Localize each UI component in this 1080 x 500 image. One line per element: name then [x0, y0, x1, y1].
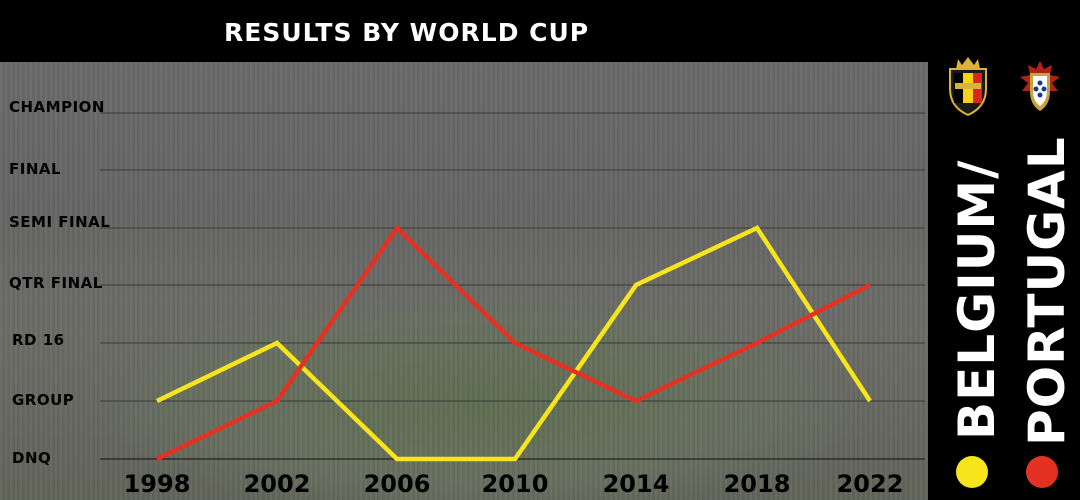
- x-tick-label: 2002: [244, 470, 311, 498]
- belgium-crest-icon: [944, 55, 992, 121]
- stadium-background: [0, 62, 928, 500]
- x-tick-label: 2010: [482, 470, 549, 498]
- y-tick-label: CHAMPION: [9, 98, 105, 116]
- belgium-legend-label: BELGIUM/: [948, 159, 1006, 440]
- portugal-legend-label: PORTUGAL: [1018, 136, 1076, 446]
- legend-panel: [928, 62, 1080, 500]
- belgium-legend-dot: [956, 456, 988, 488]
- y-tick-label: QTR FINAL: [9, 274, 103, 292]
- x-tick-label: 2018: [724, 470, 791, 498]
- x-tick-label: 2022: [837, 470, 904, 498]
- x-tick-label: 2014: [603, 470, 670, 498]
- y-tick-label: RD 16: [12, 331, 65, 349]
- portugal-crest-icon: [1014, 55, 1066, 121]
- x-tick-label: 1998: [124, 470, 191, 498]
- x-tick-label: 2006: [364, 470, 431, 498]
- y-tick-label: GROUP: [12, 391, 74, 409]
- y-tick-label: SEMI FINAL: [9, 213, 110, 231]
- chart-title: RESULTS BY WORLD CUP: [224, 18, 590, 47]
- portugal-legend-dot: [1026, 456, 1058, 488]
- y-tick-label: FINAL: [9, 160, 61, 178]
- y-tick-label: DNQ: [12, 449, 51, 467]
- results-line-chart: DNQ GROUP RD 16 QTR FINAL SEMI FINAL FINAL CHA…: [9, 98, 925, 498]
